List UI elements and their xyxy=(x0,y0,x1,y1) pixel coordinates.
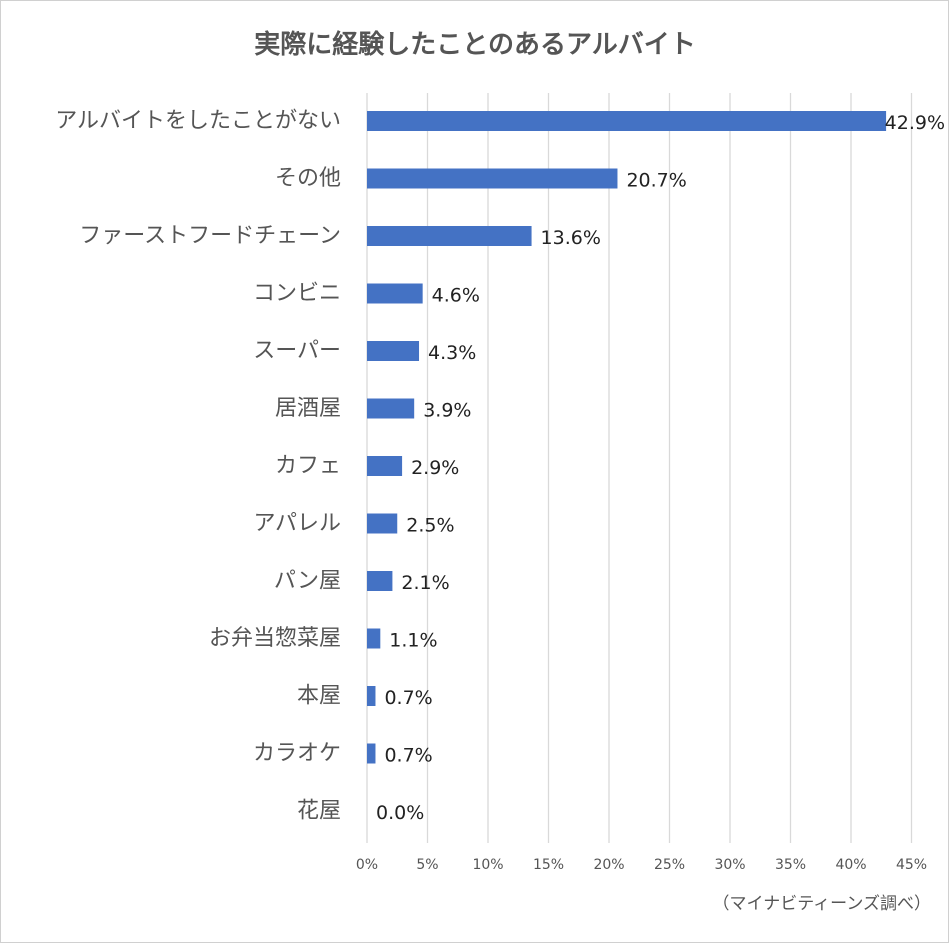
category-label: パン屋 xyxy=(274,569,341,594)
bar xyxy=(367,226,532,246)
category-label: コンビニ xyxy=(253,281,341,306)
x-tick-label: 35% xyxy=(775,857,806,873)
bar xyxy=(367,283,423,304)
x-tick-label: 30% xyxy=(714,857,745,873)
data-label: 42.9% xyxy=(885,112,945,134)
data-label: 0.7% xyxy=(384,745,432,767)
data-label: 4.3% xyxy=(428,342,476,364)
bar xyxy=(367,686,376,706)
category-label: 花屋 xyxy=(297,799,341,824)
category-label: ファーストフードチェーン xyxy=(79,224,341,249)
x-tick-label: 45% xyxy=(896,857,927,873)
bar xyxy=(367,168,618,189)
bar xyxy=(367,398,415,419)
data-labels: 42.9% 20.7% 13.6% 4.6% 4.3% 3.9% 2.9% 2.5% 2.1% 1… xyxy=(376,112,945,824)
data-label: 0.7% xyxy=(384,687,432,709)
category-label: その他 xyxy=(275,166,341,191)
x-tick-label: 15% xyxy=(533,857,564,873)
data-label: 2.1% xyxy=(401,572,449,594)
category-labels: アルバイトをしたことがないその他ファーストフードチェーンコンビニスーパー居酒屋カ… xyxy=(55,109,341,824)
data-label: 1.1% xyxy=(389,630,437,652)
gridlines xyxy=(366,93,913,843)
bar xyxy=(367,571,393,591)
x-tick-label: 25% xyxy=(654,857,685,873)
x-tick-label: 20% xyxy=(593,857,624,873)
category-label: アパレル xyxy=(253,511,341,536)
x-tick-label: 40% xyxy=(835,857,866,873)
data-label: 20.7% xyxy=(626,170,686,192)
category-label: スーパー xyxy=(253,339,341,364)
chart-title: 実際に経験したことのあるアルバイト xyxy=(254,29,695,60)
bar xyxy=(367,743,376,764)
category-label: カフェ xyxy=(275,454,341,479)
x-tick-label: 10% xyxy=(472,857,503,873)
data-label: 2.5% xyxy=(406,515,454,537)
bar xyxy=(367,341,420,361)
data-label: 2.9% xyxy=(411,457,459,479)
bar xyxy=(367,111,887,131)
category-label: お弁当惣菜屋 xyxy=(209,626,341,651)
data-label: 3.9% xyxy=(423,400,471,422)
bar xyxy=(367,456,403,476)
data-label: 0.0% xyxy=(376,802,424,824)
x-axis-tick-labels: 0% 5% 10% 15% 20% 25% 30% 35% 40% 45% xyxy=(356,857,927,873)
category-label: 居酒屋 xyxy=(275,396,341,421)
data-label: 4.6% xyxy=(432,285,480,307)
bar xyxy=(367,628,381,649)
category-label: アルバイトをしたことがない xyxy=(55,109,341,134)
source-note: （マイナビティーンズ調べ） xyxy=(713,894,931,914)
category-label: 本屋 xyxy=(297,684,341,709)
data-label: 13.6% xyxy=(541,227,601,249)
x-tick-label: 5% xyxy=(416,857,438,873)
bars xyxy=(367,111,887,764)
category-label: カラオケ xyxy=(253,741,341,766)
bar xyxy=(367,513,398,534)
x-tick-label: 0% xyxy=(356,857,378,873)
